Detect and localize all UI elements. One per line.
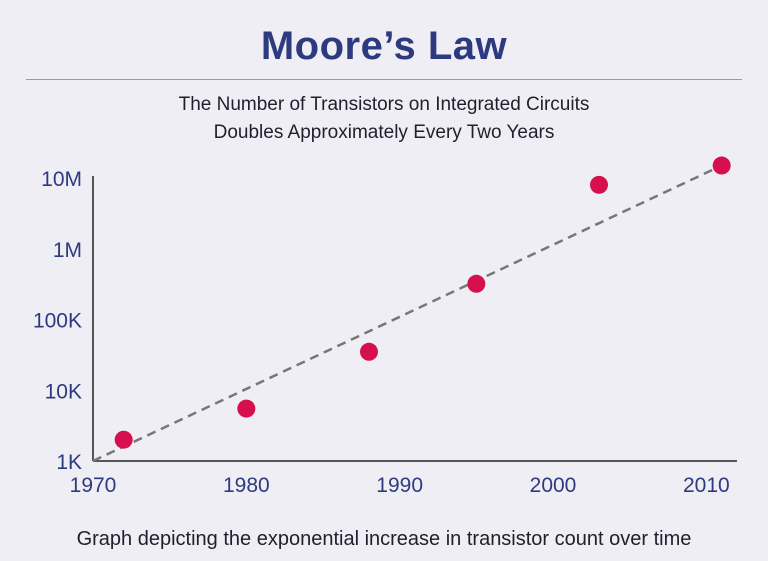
trendline-group — [92, 164, 723, 463]
data-point-2011 — [712, 156, 731, 175]
x-tick-label-1970: 1970 — [70, 474, 117, 497]
title-divider — [26, 79, 742, 80]
chart-subtitle-line-1: The Number of Transistors on Integrated … — [178, 94, 590, 115]
data-point-2003 — [590, 175, 608, 194]
x-tick-label-2000: 2000 — [530, 474, 577, 497]
chart-axes — [92, 176, 737, 462]
data-point-1988 — [360, 342, 378, 361]
chart-title: Moore’s Law — [260, 24, 508, 68]
data-points — [114, 156, 731, 449]
y-tick-label-1M: 1M — [53, 239, 82, 262]
x-tick-label-2010: 2010 — [683, 474, 730, 497]
x-tick-label-1980: 1980 — [223, 474, 270, 497]
data-point-1995 — [467, 274, 486, 293]
y-tick-label-10M: 10M — [41, 168, 82, 191]
x-tick-label-1990: 1990 — [376, 474, 423, 497]
x-tick-labels: 1970 1980 1990 2000 2010 — [70, 474, 730, 497]
chart-subtitle-line-2: Doubles Approximately Every Two Years — [213, 122, 555, 143]
data-point-1972 — [114, 430, 133, 449]
y-tick-labels: 1K 10K 100K 1M 10M — [33, 168, 82, 474]
data-point-1980 — [237, 399, 256, 418]
chart-caption: Graph depicting the exponential increase… — [76, 528, 692, 550]
y-tick-label-100K: 100K — [33, 310, 82, 333]
y-tick-label-1K: 1K — [56, 451, 82, 474]
trendline — [92, 164, 723, 463]
y-tick-label-10K: 10K — [45, 380, 82, 403]
